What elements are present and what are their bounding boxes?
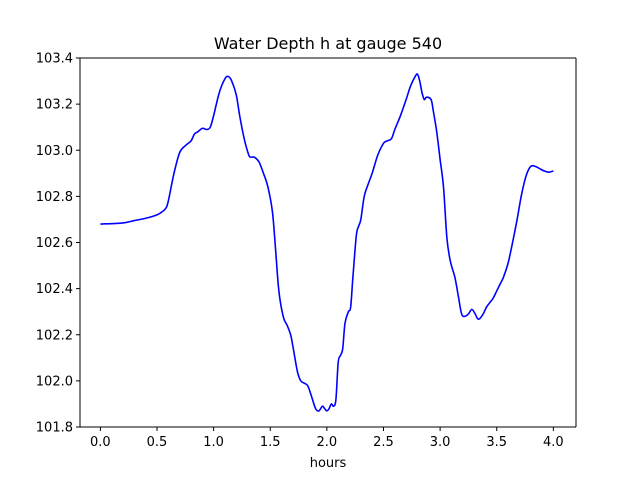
y-tick-label: 103.4 [36, 52, 73, 67]
x-tick-label: 3.5 [486, 435, 507, 450]
x-tick-label: 2.5 [373, 435, 394, 450]
y-tick-label: 102.4 [36, 282, 73, 297]
x-tick-label: 0.0 [90, 435, 111, 450]
series-layer [100, 73, 554, 412]
y-tick-label: 101.8 [36, 421, 73, 436]
x-tick-label: 1.5 [260, 435, 281, 450]
x-tick-label: 4.0 [543, 435, 564, 450]
chart-title: Water Depth h at gauge 540 [214, 34, 442, 53]
x-axis-label: hours [310, 456, 347, 471]
y-axis-ticks: 101.8 102.0 102.2 102.4 102.6 102.8 103.0 103.2… [36, 52, 80, 436]
x-tick-label: 0.5 [147, 435, 168, 450]
y-tick-label: 102.0 [36, 374, 73, 389]
y-tick-label: 102.6 [36, 236, 73, 251]
x-tick-label: 2.0 [317, 435, 338, 450]
axes-frame [79, 57, 577, 428]
x-axis-ticks: 0.0 0.5 1.0 1.5 2.0 2.5 3.0 3.5 4.0 [90, 427, 564, 450]
series-line [100, 73, 554, 412]
y-tick-label: 102.2 [36, 328, 73, 343]
y-tick-label: 102.8 [36, 190, 73, 205]
x-tick-label: 3.0 [430, 435, 451, 450]
y-tick-label: 103.2 [36, 98, 73, 113]
plot-area [80, 58, 576, 427]
x-tick-label: 1.0 [203, 435, 224, 450]
y-tick-label: 103.0 [36, 144, 73, 159]
